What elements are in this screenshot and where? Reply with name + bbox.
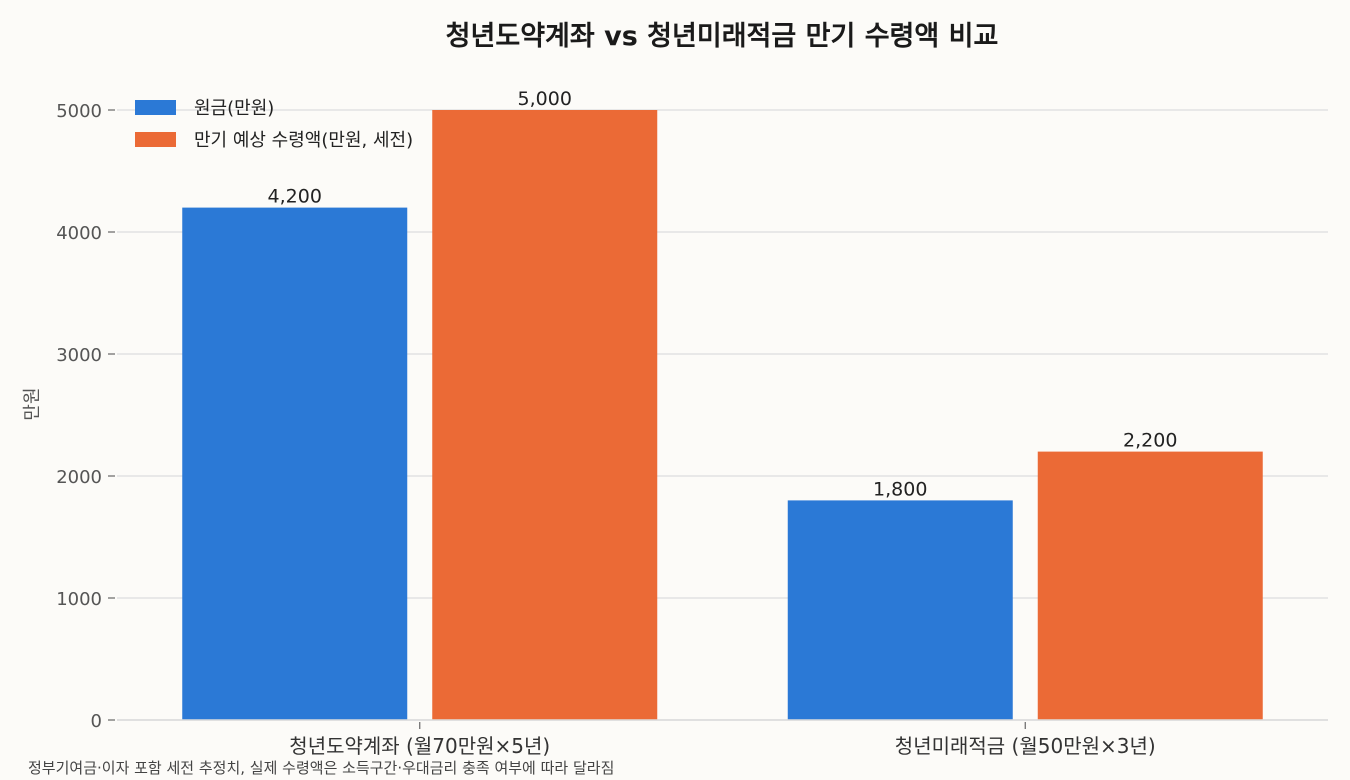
x-axis: 청년도약계좌 (월70만원×5년) 청년미래적금 (월50만원×3년) bbox=[117, 719, 1328, 758]
y-axis-label: 만원 bbox=[22, 387, 43, 420]
bar-value-label: 1,800 bbox=[873, 478, 927, 500]
legend-swatch bbox=[135, 132, 176, 147]
bar bbox=[182, 207, 408, 721]
y-tick-label: 5000 bbox=[56, 101, 102, 122]
bar bbox=[1037, 451, 1263, 720]
x-tick-label: 청년도약계좌 (월70만원×5년) bbox=[289, 734, 550, 758]
legend: 원금(만원) 만기 예상 수령액(만원, 세전) bbox=[135, 98, 413, 151]
legend-swatch bbox=[135, 100, 176, 115]
value-labels: 4,200 5,000 1,800 2,200 bbox=[268, 88, 1178, 500]
bar-value-label: 2,200 bbox=[1123, 430, 1177, 452]
y-axis: 0 1000 2000 3000 4000 5000 bbox=[56, 101, 115, 732]
y-tick-label: 4000 bbox=[56, 223, 102, 244]
bars bbox=[182, 110, 1263, 721]
legend-label: 원금(만원) bbox=[194, 98, 274, 119]
legend-label: 만기 예상 수령액(만원, 세전) bbox=[194, 130, 413, 151]
y-tick-label: 1000 bbox=[56, 589, 102, 610]
y-tick-label: 3000 bbox=[56, 345, 102, 366]
footnote: 정부기여금·이자 포함 세전 추정치, 실제 수령액은 소득구간·우대금리 충족… bbox=[28, 759, 614, 777]
y-tick-label: 2000 bbox=[56, 467, 102, 488]
x-tick-label: 청년미래적금 (월50만원×3년) bbox=[895, 734, 1156, 758]
y-tick-label: 0 bbox=[91, 711, 102, 732]
chart-title: 청년도약계좌 vs 청년미래적금 만기 수령액 비교 bbox=[446, 21, 999, 52]
bar-value-label: 5,000 bbox=[518, 88, 572, 110]
bar-value-label: 4,200 bbox=[268, 186, 322, 208]
bar bbox=[787, 500, 1013, 720]
bar bbox=[432, 110, 658, 720]
